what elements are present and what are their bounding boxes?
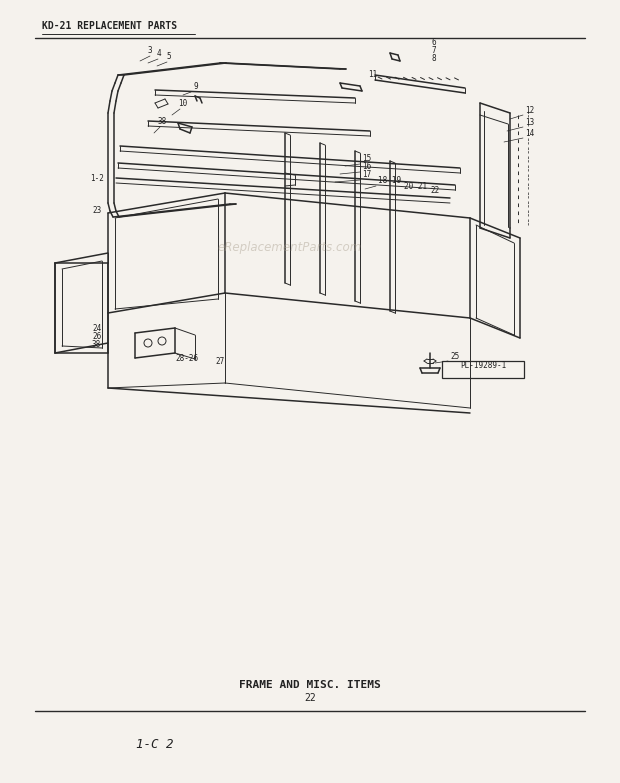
Text: 18 19: 18 19	[378, 176, 401, 185]
Text: eReplacementParts.com: eReplacementParts.com	[218, 241, 362, 254]
Text: 3: 3	[148, 46, 153, 55]
Text: 7: 7	[432, 46, 436, 55]
Text: 25: 25	[450, 352, 459, 361]
Text: 14: 14	[525, 129, 534, 138]
Text: 27: 27	[215, 357, 224, 366]
Text: 20 21: 20 21	[404, 182, 427, 191]
Text: 28-26: 28-26	[175, 354, 198, 363]
Text: 6: 6	[432, 38, 436, 47]
Text: 16: 16	[362, 162, 371, 171]
Text: 10: 10	[178, 99, 187, 108]
Text: KD-21 REPLACEMENT PARTS: KD-21 REPLACEMENT PARTS	[42, 21, 177, 31]
Text: 38: 38	[92, 340, 101, 349]
Text: 8: 8	[432, 54, 436, 63]
Text: 26: 26	[92, 332, 101, 341]
Text: 38: 38	[158, 117, 167, 126]
Text: 22: 22	[304, 693, 316, 703]
Text: PL-19289-1: PL-19289-1	[460, 361, 506, 370]
Text: 5: 5	[166, 52, 170, 61]
Text: 22: 22	[430, 186, 439, 195]
Text: FRAME AND MISC. ITEMS: FRAME AND MISC. ITEMS	[239, 680, 381, 690]
Text: 4: 4	[157, 49, 162, 58]
Bar	[442, 361, 524, 378]
Text: 24: 24	[92, 324, 101, 333]
Text: 23: 23	[92, 206, 101, 215]
Text: 11: 11	[368, 70, 377, 79]
Text: 12: 12	[525, 106, 534, 115]
Text: 1-C 2: 1-C 2	[136, 738, 174, 751]
Text: 17: 17	[362, 170, 371, 179]
Text: 13: 13	[525, 118, 534, 127]
Text: 9: 9	[193, 82, 198, 91]
Text: 1-2: 1-2	[90, 174, 104, 183]
Text: 15: 15	[362, 154, 371, 163]
